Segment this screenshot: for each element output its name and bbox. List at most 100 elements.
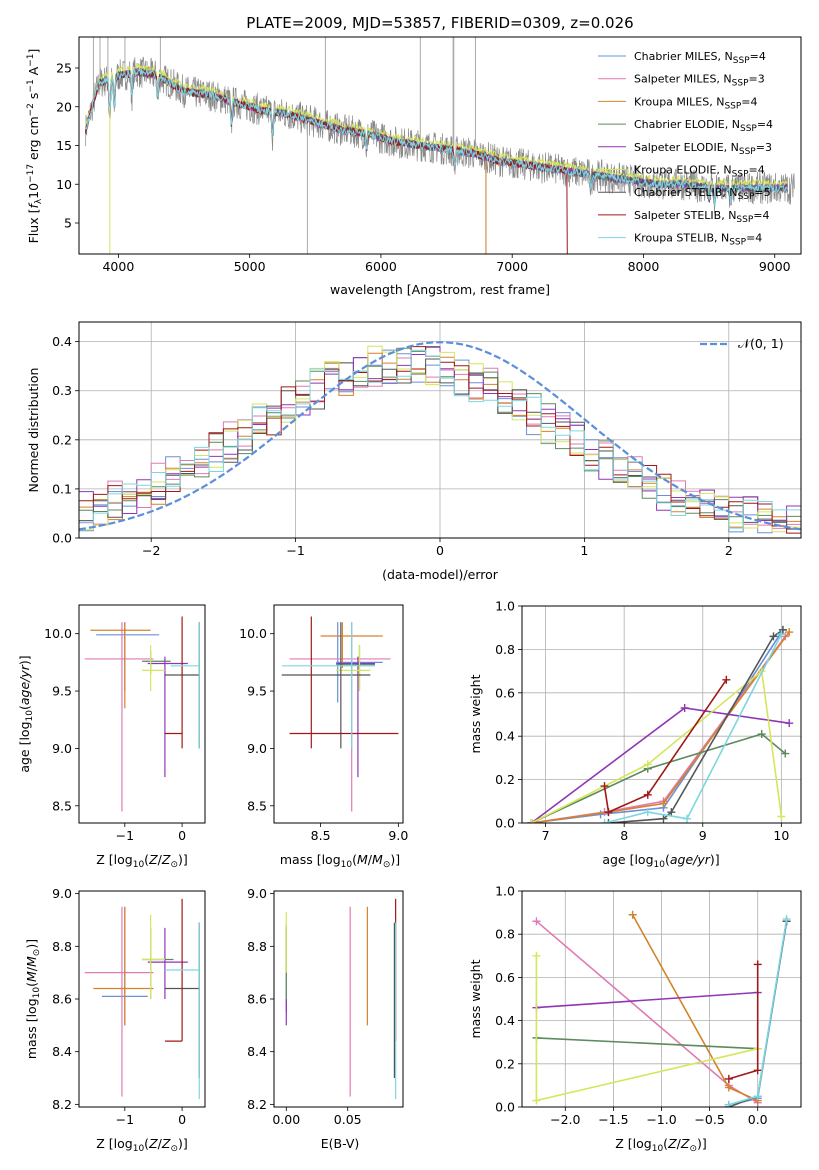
mass-weight-marker <box>769 632 778 641</box>
x-tick-label: −2 <box>142 543 160 558</box>
x-tick-label: 9000 <box>759 259 791 274</box>
figure-title: PLATE=2009, MJD=53857, FIBERID=0309, z=0… <box>246 14 633 32</box>
x-tick-label: 7000 <box>496 259 528 274</box>
mass-weight-marker <box>680 703 689 712</box>
x-tick-label: 8000 <box>628 259 660 274</box>
legend-entry: Salpeter ELODIE, NSSP=3 <box>634 141 772 157</box>
axes-frame <box>78 36 802 255</box>
axes-frame <box>273 604 404 824</box>
x-tick-label: 4000 <box>102 259 134 274</box>
y-tick-label: 0.3 <box>52 383 72 398</box>
gaussian-curve <box>79 341 801 531</box>
plot-area <box>281 616 399 812</box>
y-tick-label: 10.0 <box>44 626 72 641</box>
x-tick-label: 2 <box>725 543 733 558</box>
legend-entry: Chabrier MILES, NSSP=4 <box>634 50 766 66</box>
x-tick-label: 0 <box>436 543 444 558</box>
mass-weight-vs-age-panel: 7 8 9 10 0.0 0.2 0.4 0.6 0.8 1.0 age [log10(age/yr… <box>468 599 802 870</box>
legend-entry: Kroupa MILES, NSSP=4 <box>634 95 758 111</box>
x-tick-label: 0.00 <box>272 1112 300 1127</box>
x-axis-label: Z [log10(Z/Z⊙)] <box>96 852 188 870</box>
mass-weight-marker <box>722 675 731 684</box>
y-axis-label: Flux [fλ10−17 erg cm−2 s−1 A−1] <box>26 49 44 244</box>
mass-weight-line <box>603 679 727 814</box>
mass-weight-marker <box>778 625 787 634</box>
y-tick-label: 0.4 <box>495 729 515 744</box>
mass-weight-line <box>728 964 759 1080</box>
y-axis-label: mass weight <box>468 674 483 753</box>
x-axis-label: (data-model)/error <box>382 567 499 582</box>
y-tick-label: 8.5 <box>247 798 267 813</box>
x-tick-label: −1 <box>286 543 304 558</box>
x-tick-label: 0.0 <box>748 1112 768 1127</box>
observed-spectrum-line <box>85 56 795 214</box>
mass-weight-line <box>531 669 783 823</box>
plot-area <box>522 891 801 1107</box>
x-tick-label: −1 <box>116 828 134 843</box>
mass-weight-vs-metallicity-panel: −2.0 −1.5 −1.0 −0.5 0.0 0.0 0.2 0.4 0.6 0.8 1.0 Z [… <box>468 884 802 1154</box>
y-tick-label: 9.0 <box>247 886 267 901</box>
spectrum-panel: 4000 5000 6000 7000 8000 9000 5 10 15 20 25 Chabrie… <box>26 36 802 297</box>
x-tick-label: −0.5 <box>694 1112 724 1127</box>
mass-weight-marker <box>643 790 652 799</box>
age-vs-mass-panel: 8.5 9.0 8.5 9.0 9.5 10.0 mass [log10(M/M⊙)] <box>239 604 408 870</box>
y-axis-label: mass weight <box>468 959 483 1038</box>
y-tick-label: 9.0 <box>247 741 267 756</box>
mass-weight-marker <box>785 628 794 637</box>
mass-weight-marker <box>781 749 790 758</box>
plot-area <box>85 37 795 254</box>
y-tick-label: 8.8 <box>52 939 72 954</box>
mass-weight-marker <box>724 1083 733 1092</box>
y-tick-label: 20 <box>56 99 72 114</box>
y-tick-label: 1.0 <box>495 599 515 614</box>
legend-entry: Kroupa ELODIE, NSSP=4 <box>634 164 765 180</box>
y-tick-label: 0.2 <box>52 432 72 447</box>
y-tick-label: 0.0 <box>52 531 72 546</box>
y-tick-label: 8.2 <box>247 1097 267 1112</box>
y-tick-label: 8.5 <box>52 798 72 813</box>
mass-weight-marker <box>782 915 791 924</box>
x-tick-label: −1.0 <box>646 1112 676 1127</box>
axes-frame <box>521 890 802 1108</box>
x-axis-label: Z [log10(Z/Z⊙)] <box>96 1136 188 1154</box>
x-tick-label: 1 <box>580 543 588 558</box>
y-tick-label: 9.0 <box>52 886 72 901</box>
axes-frame <box>78 890 206 1108</box>
legend-entry: Salpeter STELIB, NSSP=4 <box>634 209 770 225</box>
y-tick-label: 1.0 <box>495 884 515 899</box>
y-tick-label: 8.2 <box>52 1097 72 1112</box>
mass-weight-marker <box>659 799 668 808</box>
x-axis-label: mass [log10(M/M⊙)] <box>280 852 400 870</box>
y-tick-label: 8.6 <box>52 992 72 1007</box>
mass-weight-marker <box>777 812 786 821</box>
x-axis-label: wavelength [Angstrom, rest frame] <box>330 282 550 297</box>
mass-weight-marker <box>667 808 676 817</box>
y-tick-label: 8.4 <box>247 1044 267 1059</box>
mass-weight-marker <box>643 808 652 817</box>
x-axis-label: age [log10(age/yr)] <box>602 852 719 870</box>
x-tick-label: 5000 <box>234 259 266 274</box>
legend-entry: 𝒩(0, 1) <box>738 336 784 351</box>
mass-weight-marker <box>753 960 762 969</box>
axes-frame <box>78 604 206 824</box>
axes-frame <box>521 605 802 824</box>
y-tick-label: 0.2 <box>495 1056 515 1071</box>
y-tick-label: 9.5 <box>247 684 267 699</box>
y-tick-label: 0.0 <box>495 1100 515 1115</box>
y-tick-label: 10.0 <box>239 626 267 641</box>
mass-weight-line <box>536 991 758 1009</box>
y-axis-label: Normed distribution <box>26 368 41 493</box>
x-tick-label: 0.05 <box>334 1112 362 1127</box>
legend-entry: Kroupa STELIB, NSSP=4 <box>634 232 762 248</box>
y-tick-label: 0.2 <box>495 772 515 787</box>
mass-weight-marker <box>604 808 613 817</box>
model-spectrum-line <box>85 68 788 207</box>
legend-entry: Chabrier ELODIE, NSSP=4 <box>634 118 773 134</box>
y-tick-label: 15 <box>56 138 72 153</box>
mass-weight-marker <box>600 819 609 823</box>
legend-entry: Salpeter MILES, NSSP=3 <box>634 73 765 89</box>
mass-weight-marker <box>683 814 692 823</box>
model-spectrum-line <box>85 62 788 199</box>
y-axis-label: mass [log10(M/M⊙)] <box>24 939 42 1059</box>
